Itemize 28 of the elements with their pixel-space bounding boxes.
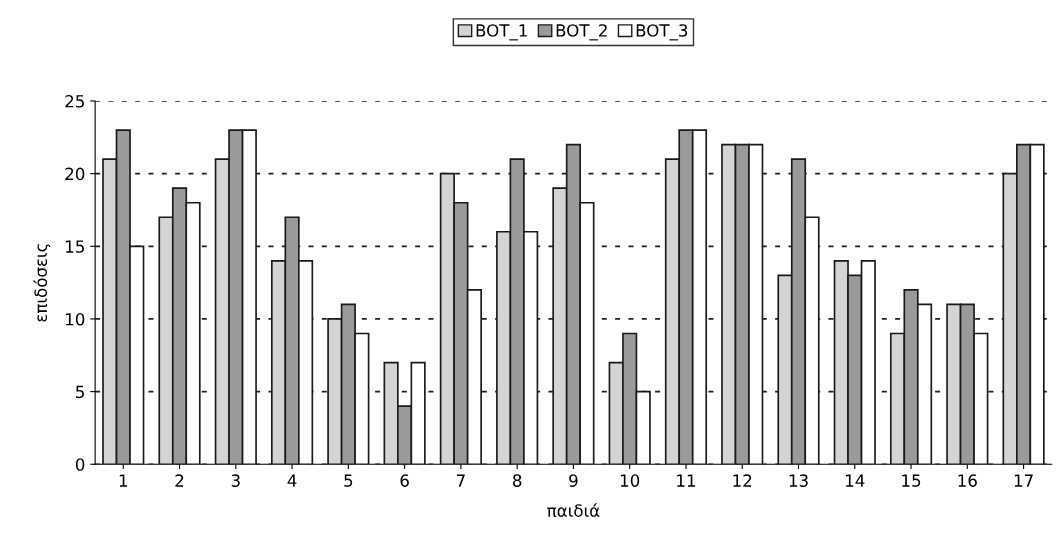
x-tick-label: 14 [846, 474, 865, 487]
y-tick-label: 0 [75, 458, 85, 471]
y-tick-label: 10 [66, 312, 85, 326]
x-tick-label: 11 [677, 474, 696, 487]
x-tick-label: 17 [1014, 474, 1033, 487]
y-axis-title: επιδόσεις [33, 244, 51, 322]
x-tick-label: 13 [789, 474, 808, 487]
x-tick-label: 10 [620, 474, 640, 487]
x-tick-label: 6 [400, 474, 409, 487]
y-tick-label: 25 [65, 94, 84, 108]
legend-label: BOT_3 [636, 24, 688, 41]
x-tick-label: 9 [569, 474, 578, 487]
y-tick-label: 20 [65, 167, 85, 181]
x-tick-label: 12 [733, 474, 752, 487]
x-tick-label: 2 [175, 474, 184, 487]
x-tick-label: 1 [119, 474, 128, 487]
legend-label: BOT_2 [556, 24, 607, 41]
x-tick-label: 16 [958, 474, 977, 487]
legend-label: BOT_1 [476, 24, 527, 41]
x-tick-label: 5 [344, 474, 353, 487]
x-tick-label: 8 [512, 474, 522, 487]
y-tick-label: 5 [76, 385, 84, 399]
x-tick-label: 7 [456, 474, 465, 487]
x-tick-label: 4 [287, 474, 297, 487]
x-axis-title: παιδιά [547, 503, 600, 517]
y-tick-label: 15 [66, 240, 84, 253]
x-tick-label: 15 [902, 474, 921, 487]
x-tick-label: 3 [231, 474, 240, 487]
